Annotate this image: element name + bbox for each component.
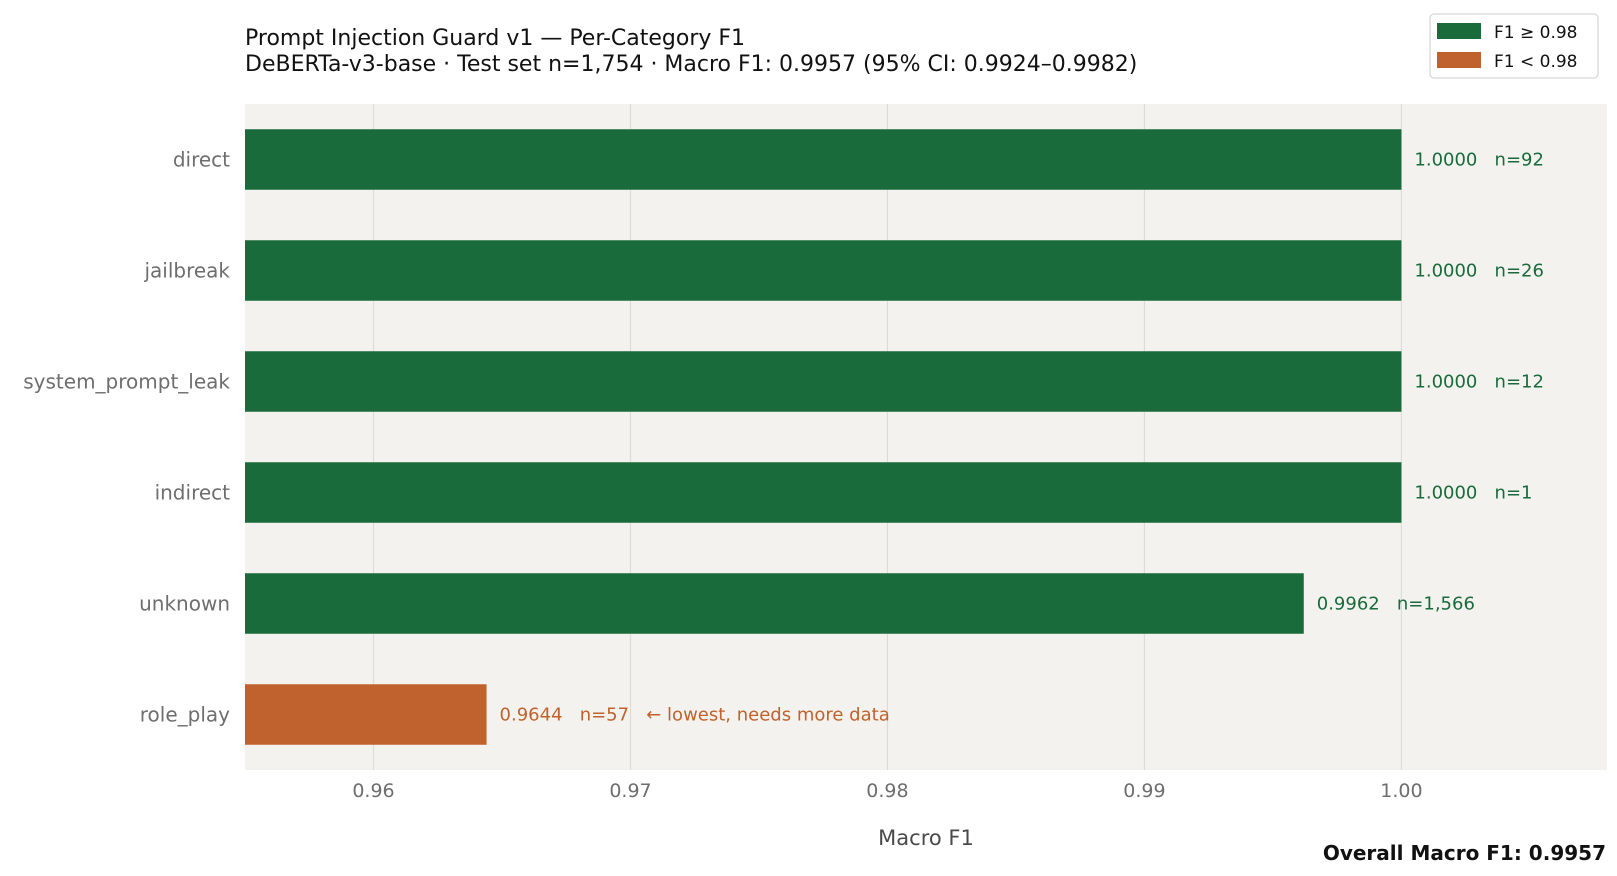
bar-jailbreak	[245, 240, 1402, 301]
chart-title: Prompt Injection Guard v1 — Per-Category…	[245, 26, 745, 51]
x-tick-labels: 0.96 0.97 0.98 0.99 1.00	[352, 780, 1422, 802]
category-label: role_play	[140, 703, 230, 727]
category-label: direct	[173, 148, 230, 172]
category-label: unknown	[139, 592, 230, 616]
overall-macro-f1: Overall Macro F1: 0.9957	[1323, 841, 1606, 865]
bars	[245, 129, 1402, 745]
value-label: 1.0000 n=12	[1414, 372, 1544, 393]
category-label: indirect	[155, 481, 231, 505]
x-tick-label: 0.97	[609, 780, 651, 802]
x-tick-label: 1.00	[1380, 780, 1422, 802]
bar-indirect	[245, 462, 1402, 523]
category-label: system_prompt_leak	[23, 370, 230, 394]
legend-swatch-low	[1437, 52, 1481, 68]
x-axis-label: Macro F1	[878, 826, 974, 850]
legend: F1 ≥ 0.98 F1 < 0.98	[1429, 13, 1599, 79]
plot-area	[245, 104, 1607, 770]
bar-direct	[245, 129, 1402, 190]
value-label: 1.0000 n=92	[1414, 150, 1544, 171]
x-tick-label: 0.99	[1123, 780, 1165, 802]
bar-system_prompt_leak	[245, 351, 1402, 412]
category-label: jailbreak	[143, 259, 230, 283]
value-label: 0.9962 n=1,566	[1317, 594, 1475, 615]
value-label: 1.0000 n=26	[1414, 261, 1544, 282]
grid-lines	[372, 104, 1403, 770]
bar-role_play	[245, 684, 487, 745]
chart-subtitle: DeBERTa-v3-base · Test set n=1,754 · Mac…	[245, 52, 1137, 77]
category-labels: direct jailbreak system_prompt_leakindirec…	[23, 148, 230, 727]
legend-swatch-high	[1437, 23, 1481, 39]
legend-label-high: F1 ≥ 0.98	[1494, 23, 1578, 43]
legend-label-low: F1 < 0.98	[1494, 52, 1578, 72]
value-label: 1.0000 n=1	[1414, 483, 1532, 504]
x-tick-label: 0.98	[866, 780, 908, 802]
bar-unknown	[245, 573, 1304, 634]
value-labels: 1.0000 n=92 1.0000 n=26 1.0000 n=12 1.0000 …	[500, 150, 1544, 726]
x-tick-label: 0.96	[352, 780, 394, 802]
value-label: 0.9644 n=57 ← lowest, needs more data	[500, 705, 890, 726]
